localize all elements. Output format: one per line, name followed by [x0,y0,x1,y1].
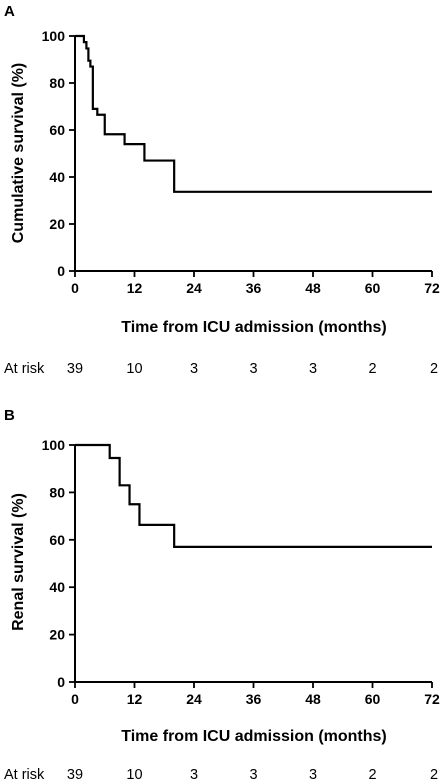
y-tick-label-a: 100 [42,28,66,44]
y-tick-label-a: 60 [49,122,65,138]
x-tick-label-a: 48 [305,280,321,296]
x-tick-label-b: 60 [365,691,381,707]
panel-label-b: B [4,407,15,424]
y-tick-label-a: 20 [49,216,65,232]
x-tick-label-b: 0 [71,691,79,707]
at-risk-count-b: 3 [190,767,198,783]
at-risk-count-a: 10 [126,361,142,377]
at-risk-count-a: 39 [67,361,83,377]
axes-b: 0 20 40 60 80 100 0 12 24 36 48 60 72 [42,437,440,707]
x-tick-label-a: 0 [71,280,79,296]
at-risk-count-b: 2 [430,767,438,783]
y-tick-label-b: 80 [49,484,65,500]
at-risk-count-a: 3 [190,361,198,377]
y-tick-label-a: 80 [49,75,65,91]
panel-a: A Cumulative survival (%) 0 20 40 60 80 100 0 1… [4,3,440,377]
at-risk-count-a: 3 [249,361,257,377]
y-axis-title-a: Cumulative survival (%) [10,63,27,244]
at-risk-count-a: 3 [309,361,317,377]
y-tick-label-b: 100 [42,437,66,453]
x-tick-label-b: 72 [424,691,440,707]
x-tick-label-b: 48 [305,691,321,707]
at-risk-count-b: 2 [368,767,376,783]
y-tick-label-b: 60 [49,532,65,548]
at-risk-row-a: 39 10 3 3 3 2 2 [67,361,438,377]
y-tick-label-b: 40 [49,579,65,595]
y-tick-label-a: 0 [57,263,65,279]
at-risk-count-a: 2 [368,361,376,377]
at-risk-row-b: 39 10 3 3 3 2 2 [67,767,438,783]
y-tick-label-b: 0 [57,674,65,690]
y-tick-label-b: 20 [49,627,65,643]
y-tick-label-a: 40 [49,169,65,185]
curve-a [75,34,432,193]
survival-curve-b [75,443,432,549]
x-tick-label-a: 60 [365,280,381,296]
panel-label-a: A [4,3,15,20]
x-tick-label-a: 12 [127,280,143,296]
at-risk-count-b: 10 [126,767,142,783]
x-tick-label-a: 72 [424,280,440,296]
at-risk-count-b: 3 [249,767,257,783]
survival-curve-a [75,34,432,193]
x-axis-title-b: Time from ICU admission (months) [121,728,387,745]
x-tick-label-b: 24 [186,691,202,707]
x-tick-label-a: 24 [186,280,202,296]
at-risk-count-b: 39 [67,767,83,783]
x-tick-label-b: 36 [246,691,262,707]
at-risk-count-a: 2 [430,361,438,377]
x-tick-label-a: 36 [246,280,262,296]
at-risk-label-b: At risk [4,767,45,783]
x-axis-title-a: Time from ICU admission (months) [121,319,387,336]
y-axis-title-b: Renal survival (%) [10,493,27,631]
at-risk-label-a: At risk [4,361,45,377]
at-risk-count-b: 3 [309,767,317,783]
curve-b [75,443,432,549]
axes-a: 0 20 40 60 80 100 0 12 24 36 48 60 72 [42,28,440,296]
x-tick-label-b: 12 [127,691,143,707]
